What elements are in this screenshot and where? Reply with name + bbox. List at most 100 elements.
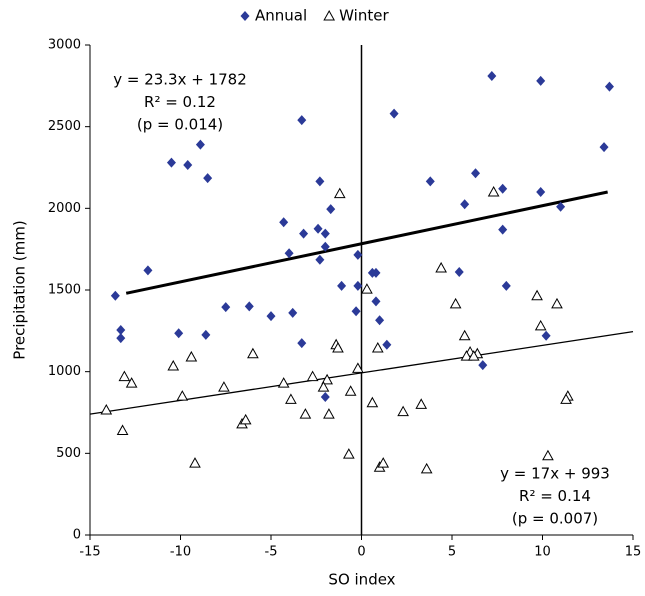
point xyxy=(332,341,344,353)
point xyxy=(299,408,312,419)
point xyxy=(498,183,508,194)
x-tick-label: 15 xyxy=(625,545,642,560)
point xyxy=(326,204,336,215)
point xyxy=(371,296,381,307)
annotation: y = 17x + 993 xyxy=(500,465,610,483)
point xyxy=(415,398,428,409)
point xyxy=(353,249,363,260)
point xyxy=(487,185,500,197)
x-tick-label: 10 xyxy=(534,545,551,560)
point xyxy=(110,290,120,301)
point xyxy=(195,139,205,150)
point xyxy=(498,224,508,235)
point xyxy=(143,265,153,276)
point xyxy=(277,377,290,388)
point xyxy=(460,350,473,361)
point xyxy=(342,448,355,459)
point xyxy=(297,115,307,126)
point xyxy=(320,391,330,402)
point xyxy=(375,315,385,326)
point xyxy=(203,173,213,184)
annotation: (p = 0.007) xyxy=(512,510,598,528)
legend-label: Winter xyxy=(339,7,389,25)
x-tick-label: 5 xyxy=(448,545,456,560)
point xyxy=(306,370,319,382)
x-tick-label: -15 xyxy=(79,545,100,560)
point xyxy=(435,261,447,273)
point xyxy=(244,301,254,312)
point xyxy=(458,329,471,341)
point xyxy=(353,280,363,291)
point xyxy=(315,176,325,187)
point xyxy=(333,187,346,199)
point xyxy=(174,328,184,339)
point xyxy=(382,339,392,350)
annotation: (p = 0.014) xyxy=(137,116,223,134)
point xyxy=(320,241,330,252)
point xyxy=(317,381,330,392)
y-tick-label: 0 xyxy=(73,528,81,543)
annotation: R² = 0.14 xyxy=(519,487,591,505)
point xyxy=(542,449,554,461)
y-tick-label: 2000 xyxy=(48,201,81,216)
point xyxy=(389,108,399,119)
point xyxy=(351,306,361,317)
y-tick-label: 2500 xyxy=(48,119,81,134)
point xyxy=(337,280,347,291)
point xyxy=(218,381,230,392)
point xyxy=(604,81,614,92)
point xyxy=(321,373,333,385)
point xyxy=(467,350,480,361)
point xyxy=(471,168,481,179)
point xyxy=(501,280,511,291)
point xyxy=(125,377,138,388)
point xyxy=(284,248,294,259)
point xyxy=(344,385,357,396)
point xyxy=(266,311,276,322)
point xyxy=(371,341,384,353)
point xyxy=(487,71,497,82)
point xyxy=(176,390,189,401)
point xyxy=(239,413,252,425)
point xyxy=(366,396,379,408)
x-tick-label: -5 xyxy=(265,545,278,560)
point xyxy=(425,176,435,187)
y-tick-label: 500 xyxy=(56,446,81,461)
y-tick-label: 1500 xyxy=(48,283,81,298)
x-axis-title: SO index xyxy=(328,571,395,589)
point xyxy=(118,370,131,382)
y-tick-label: 3000 xyxy=(48,38,81,53)
point xyxy=(299,228,309,239)
annotation: R² = 0.12 xyxy=(144,93,216,111)
point xyxy=(297,338,307,349)
legend-marker xyxy=(240,11,250,21)
legend-marker xyxy=(323,9,336,21)
point xyxy=(116,333,126,344)
y-axis-title: Precipitation (mm) xyxy=(11,220,29,359)
trend-line xyxy=(125,190,608,295)
point xyxy=(279,217,289,228)
point xyxy=(377,457,390,468)
point xyxy=(285,393,297,404)
point xyxy=(420,462,433,474)
point xyxy=(536,75,546,86)
point xyxy=(313,223,323,234)
point xyxy=(183,160,193,171)
point xyxy=(361,283,373,294)
point xyxy=(189,457,201,468)
point xyxy=(247,347,259,359)
x-tick-label: 0 xyxy=(357,545,365,560)
point xyxy=(323,408,335,419)
point xyxy=(116,424,129,435)
point xyxy=(560,393,572,404)
x-tick-label: -10 xyxy=(170,545,191,560)
point xyxy=(116,325,126,336)
point xyxy=(185,350,198,362)
annotation: y = 23.3x + 1782 xyxy=(113,71,247,89)
point xyxy=(556,201,566,212)
point xyxy=(534,319,547,331)
y-tick-label: 1000 xyxy=(48,364,81,379)
point xyxy=(449,297,462,309)
point xyxy=(352,362,364,373)
